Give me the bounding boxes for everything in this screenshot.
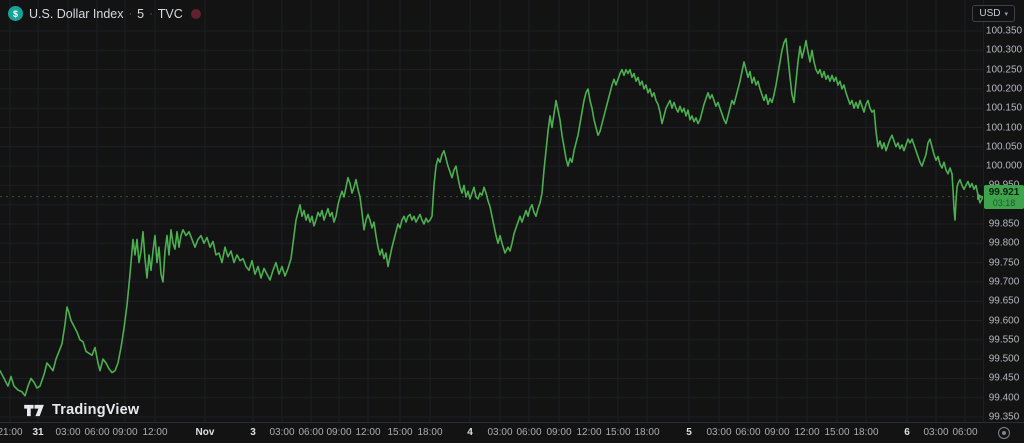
time-tick-date-label: 31 bbox=[32, 427, 44, 438]
time-tick-label: 09:00 bbox=[764, 427, 790, 438]
price-tick-label: 99.650 bbox=[988, 295, 1020, 307]
time-tick-label: 15:00 bbox=[605, 427, 631, 438]
time-tick-date-label: 6 bbox=[904, 427, 910, 438]
time-tick-label: 09:00 bbox=[546, 427, 572, 438]
exchange-label[interactable]: TVC bbox=[157, 6, 183, 21]
time-tick-label: 03:00 bbox=[923, 427, 949, 438]
currency-label: USD bbox=[979, 8, 1001, 19]
price-tick-label: 99.700 bbox=[988, 276, 1020, 288]
time-tick-label: 06:00 bbox=[84, 427, 110, 438]
time-tick-label: 06:00 bbox=[952, 427, 978, 438]
delayed-data-icon[interactable] bbox=[190, 8, 201, 19]
gear-icon[interactable] bbox=[998, 427, 1010, 439]
price-tick-label: 99.850 bbox=[988, 218, 1020, 230]
time-tick-label: 06:00 bbox=[298, 427, 324, 438]
time-tick-label: 06:00 bbox=[735, 427, 761, 438]
symbol-legend[interactable]: $ U.S. Dollar Index · 5 · TVC bbox=[8, 6, 201, 21]
time-tick-label: 03:00 bbox=[706, 427, 732, 438]
currency-selector-button[interactable]: USD ▾ bbox=[972, 5, 1015, 22]
price-tick-label: 99.750 bbox=[988, 257, 1020, 269]
time-tick-label: 09:00 bbox=[112, 427, 138, 438]
legend-separator: · bbox=[149, 7, 153, 20]
tradingview-logo-icon bbox=[24, 404, 44, 416]
time-tick-date-label: Nov bbox=[195, 427, 215, 438]
time-tick-date-label: 5 bbox=[686, 427, 692, 438]
price-tick-label: 99.600 bbox=[988, 315, 1020, 326]
price-tick-label: 99.800 bbox=[988, 237, 1020, 249]
price-series-line bbox=[0, 37, 984, 397]
time-tick-label: 12:00 bbox=[576, 427, 602, 438]
bar-countdown: 03:18 bbox=[992, 197, 1016, 208]
time-tick-label: 15:00 bbox=[387, 427, 413, 438]
price-tick-label: 100.350 bbox=[985, 25, 1023, 37]
price-tick-label: 99.450 bbox=[988, 372, 1020, 384]
price-tick-label: 100.150 bbox=[985, 102, 1023, 114]
time-tick-label: 12:00 bbox=[355, 427, 381, 438]
time-tick-label: 18:00 bbox=[853, 427, 879, 438]
chart-plot-area[interactable] bbox=[0, 0, 984, 423]
time-tick-date-label: 3 bbox=[250, 427, 256, 438]
price-axis[interactable]: 99.921 03:18 100.350 100.300 100.250 100.20… bbox=[983, 0, 1024, 423]
legend-separator: · bbox=[128, 7, 133, 20]
price-tick-label: 99.500 bbox=[988, 353, 1020, 365]
price-tick-label: 99.400 bbox=[988, 392, 1020, 404]
time-tick-label: 12:00 bbox=[142, 427, 168, 438]
price-tick-label: 100.000 bbox=[985, 160, 1023, 172]
tradingview-logo[interactable]: TradingView bbox=[24, 402, 139, 418]
interval-label[interactable]: 5 bbox=[137, 6, 145, 21]
price-tick-label: 100.100 bbox=[985, 122, 1023, 133]
time-tick-label: 15:00 bbox=[824, 427, 850, 438]
time-axis[interactable]: 21:00 31 03:00 06:00 09:00 12:00 Nov 3 03:00 06:0… bbox=[0, 422, 1024, 443]
last-price-badge: 99.921 03:18 bbox=[984, 184, 1024, 209]
time-tick-label: 18:00 bbox=[417, 427, 443, 438]
price-tick-label: 100.300 bbox=[985, 44, 1023, 56]
time-tick-label: 03:00 bbox=[269, 427, 295, 438]
last-price-arrow-icon bbox=[977, 193, 983, 201]
price-tick-label: 100.200 bbox=[985, 83, 1023, 95]
time-tick-label: 03:00 bbox=[55, 427, 81, 438]
price-tick-label: 100.250 bbox=[985, 64, 1023, 76]
time-tick-label: 09:00 bbox=[326, 427, 352, 438]
symbol-name[interactable]: U.S. Dollar Index bbox=[29, 6, 124, 21]
time-tick-label: 18:00 bbox=[634, 427, 660, 438]
last-price-value: 99.921 bbox=[988, 186, 1020, 198]
tradingview-logo-text: TradingView bbox=[52, 402, 140, 418]
price-tick-label: 99.350 bbox=[988, 411, 1020, 423]
time-tick-label: 03:00 bbox=[487, 427, 513, 438]
time-tick-label: 12:00 bbox=[794, 427, 820, 438]
price-tick-label: 99.550 bbox=[988, 334, 1020, 346]
chevron-down-icon: ▾ bbox=[1004, 10, 1008, 18]
time-tick-label: 06:00 bbox=[516, 427, 542, 438]
price-line-chart[interactable] bbox=[0, 0, 984, 423]
price-tick-label: 100.050 bbox=[985, 141, 1023, 153]
symbol-logo-icon: $ bbox=[8, 6, 23, 21]
time-tick-label: 21:00 bbox=[0, 427, 23, 438]
time-tick-date-label: 4 bbox=[467, 427, 473, 438]
